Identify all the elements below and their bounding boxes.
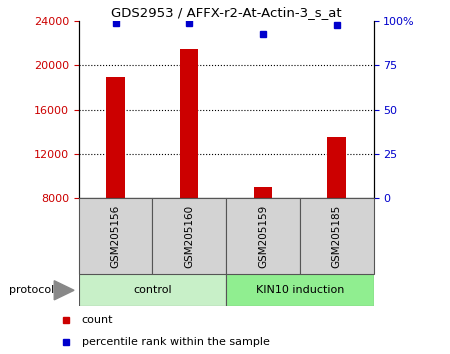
Bar xyxy=(226,198,300,274)
Bar xyxy=(79,274,226,306)
Text: percentile rank within the sample: percentile rank within the sample xyxy=(81,337,270,347)
Text: GSM205185: GSM205185 xyxy=(332,205,342,268)
Bar xyxy=(106,76,125,198)
Polygon shape xyxy=(54,281,74,300)
Bar xyxy=(153,198,226,274)
Text: GSM205159: GSM205159 xyxy=(258,205,268,268)
Bar xyxy=(226,274,374,306)
Bar xyxy=(254,187,272,198)
Bar xyxy=(79,198,153,274)
Text: count: count xyxy=(81,315,113,325)
Bar xyxy=(300,198,373,274)
Text: GSM205156: GSM205156 xyxy=(111,205,121,268)
Bar xyxy=(328,137,346,198)
Text: GSM205160: GSM205160 xyxy=(184,205,194,268)
Text: KIN10 induction: KIN10 induction xyxy=(256,285,344,295)
Text: protocol: protocol xyxy=(9,285,54,295)
Text: control: control xyxy=(133,285,172,295)
Title: GDS2953 / AFFX-r2-At-Actin-3_s_at: GDS2953 / AFFX-r2-At-Actin-3_s_at xyxy=(111,6,342,19)
Bar xyxy=(180,49,198,198)
